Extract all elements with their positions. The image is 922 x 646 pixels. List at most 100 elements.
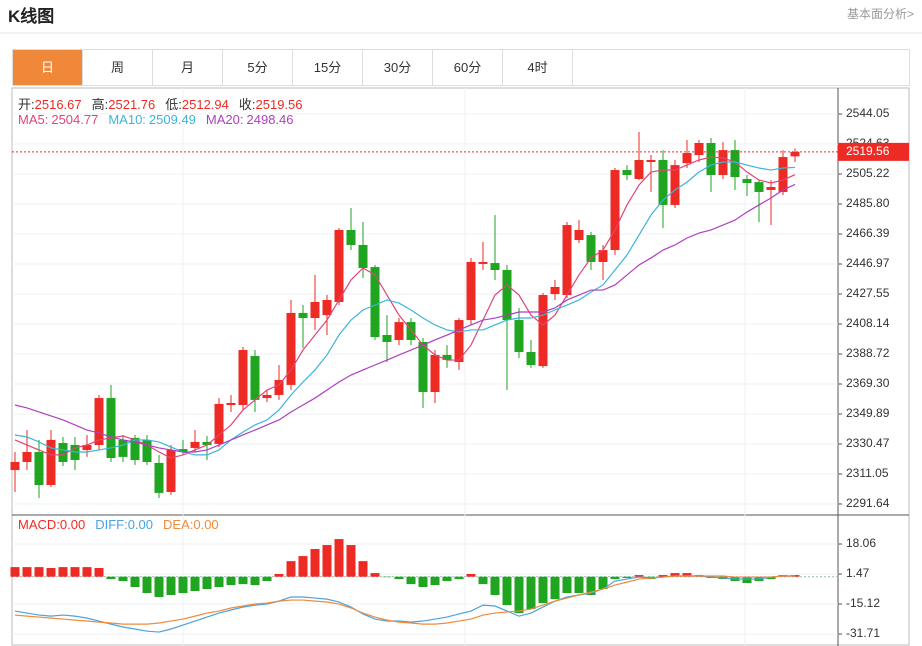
candle-body — [178, 449, 188, 452]
macd-bar — [286, 561, 296, 577]
ohlc-label: 收: — [238, 97, 256, 112]
candle-body — [706, 142, 716, 175]
macd-bar — [466, 573, 476, 577]
ma-value: 2509.49 — [148, 112, 196, 127]
period-tab[interactable]: 月 — [153, 50, 223, 85]
macd-bar — [238, 576, 248, 585]
candle-body — [418, 341, 428, 393]
macd-bar — [178, 576, 188, 593]
macd-entry: DEA:0.00 — [163, 517, 219, 532]
candle-body — [214, 403, 224, 444]
candle-body — [598, 250, 608, 262]
candle-body — [406, 322, 416, 340]
candle-body — [646, 159, 656, 162]
macd-bar — [94, 568, 104, 577]
macd-bar — [106, 576, 116, 580]
macd-bar — [262, 576, 272, 582]
period-tab[interactable]: 60分 — [433, 50, 503, 85]
page-title: K线图 — [8, 7, 55, 26]
ohlc-label: 低: — [165, 97, 182, 112]
period-tab[interactable]: 日 — [13, 50, 83, 85]
y-tick-label: 2388.72 — [846, 346, 890, 360]
candle-body — [142, 439, 152, 463]
candle-body — [202, 441, 212, 446]
candle-body — [610, 170, 620, 251]
macd-bar — [610, 576, 620, 580]
candle-body — [106, 398, 116, 458]
macd-bar — [22, 567, 32, 577]
candle-body — [130, 437, 140, 461]
candle-body — [382, 335, 392, 342]
macd-bar — [358, 561, 368, 577]
ma-name: MA20: — [205, 112, 244, 127]
period-tab[interactable]: 周 — [83, 50, 153, 85]
candle-body — [778, 157, 788, 192]
y-tick-label: 18.06 — [846, 536, 876, 550]
candle-body — [526, 352, 536, 365]
candle-body — [46, 439, 56, 486]
ohlc-entry: 低:2512.94 — [165, 97, 229, 112]
chart-frame — [11, 87, 910, 646]
macd-bar — [682, 573, 692, 577]
macd-bar — [634, 575, 644, 577]
candle-body — [670, 165, 680, 205]
ma-line — [14, 161, 796, 456]
y-tick-label: 2330.47 — [846, 436, 890, 450]
candle-body — [538, 295, 548, 367]
y-tick-label: 2369.30 — [846, 376, 890, 390]
macd-bar — [322, 545, 332, 577]
candle-body — [370, 267, 380, 338]
macd-bar — [670, 573, 680, 577]
analysis-link[interactable]: 基本面分析> — [846, 7, 914, 21]
candle-body — [586, 235, 596, 262]
macd-bar — [190, 576, 200, 591]
period-tab[interactable]: 30分 — [363, 50, 433, 85]
candle-body — [322, 299, 332, 316]
candle-body — [490, 263, 500, 270]
ma-entry: MA5: 2504.77 — [18, 112, 98, 127]
macd-bar — [562, 576, 572, 593]
candle-body — [562, 225, 572, 296]
candle-body — [550, 286, 560, 295]
candle-body — [394, 322, 404, 340]
macd-bar — [166, 576, 176, 595]
macd-bar — [394, 576, 404, 580]
macd-bar — [442, 576, 452, 582]
macd-entry: MACD:0.00 — [18, 517, 85, 532]
candle-body — [58, 443, 68, 463]
macd-bar — [202, 576, 212, 590]
macd-entry: DIFF:0.00 — [95, 517, 153, 532]
macd-bar — [142, 576, 152, 593]
period-tab[interactable]: 15分 — [293, 50, 363, 85]
candle-body — [10, 462, 20, 471]
y-tick-label: -15.12 — [846, 596, 880, 610]
candle-body — [694, 142, 704, 156]
macd-bar — [538, 576, 548, 604]
macd-bar — [418, 576, 428, 588]
ohlc-label: 高: — [91, 97, 109, 112]
y-tick-label: 2291.64 — [846, 496, 890, 510]
macd-bar — [346, 545, 356, 577]
candle-body — [190, 441, 200, 448]
period-tab[interactable]: 4时 — [503, 50, 573, 85]
candle-body — [790, 151, 800, 157]
candle-body — [442, 354, 452, 361]
ohlc-value: 2512.94 — [181, 97, 229, 112]
candle-body — [250, 356, 260, 400]
macd-bar — [82, 567, 92, 577]
period-tab[interactable]: 5分 — [223, 50, 293, 85]
macd-bar — [46, 568, 56, 577]
ma-entry: MA20: 2498.46 — [206, 112, 294, 127]
macd-bar — [298, 556, 308, 577]
ma-line — [14, 183, 796, 453]
macd-bar — [454, 576, 464, 580]
candle-body — [22, 451, 32, 463]
candle-body — [466, 261, 476, 321]
macd-bar — [226, 576, 236, 586]
candle-body — [478, 261, 488, 264]
candle-body — [166, 449, 176, 492]
y-tick-label: 2408.14 — [846, 316, 890, 330]
candle-body — [430, 354, 440, 393]
period-tabs: 日周月 5分 15分 30分 60分 4时 — [12, 49, 910, 86]
macd-name: DIFF: — [95, 517, 128, 532]
